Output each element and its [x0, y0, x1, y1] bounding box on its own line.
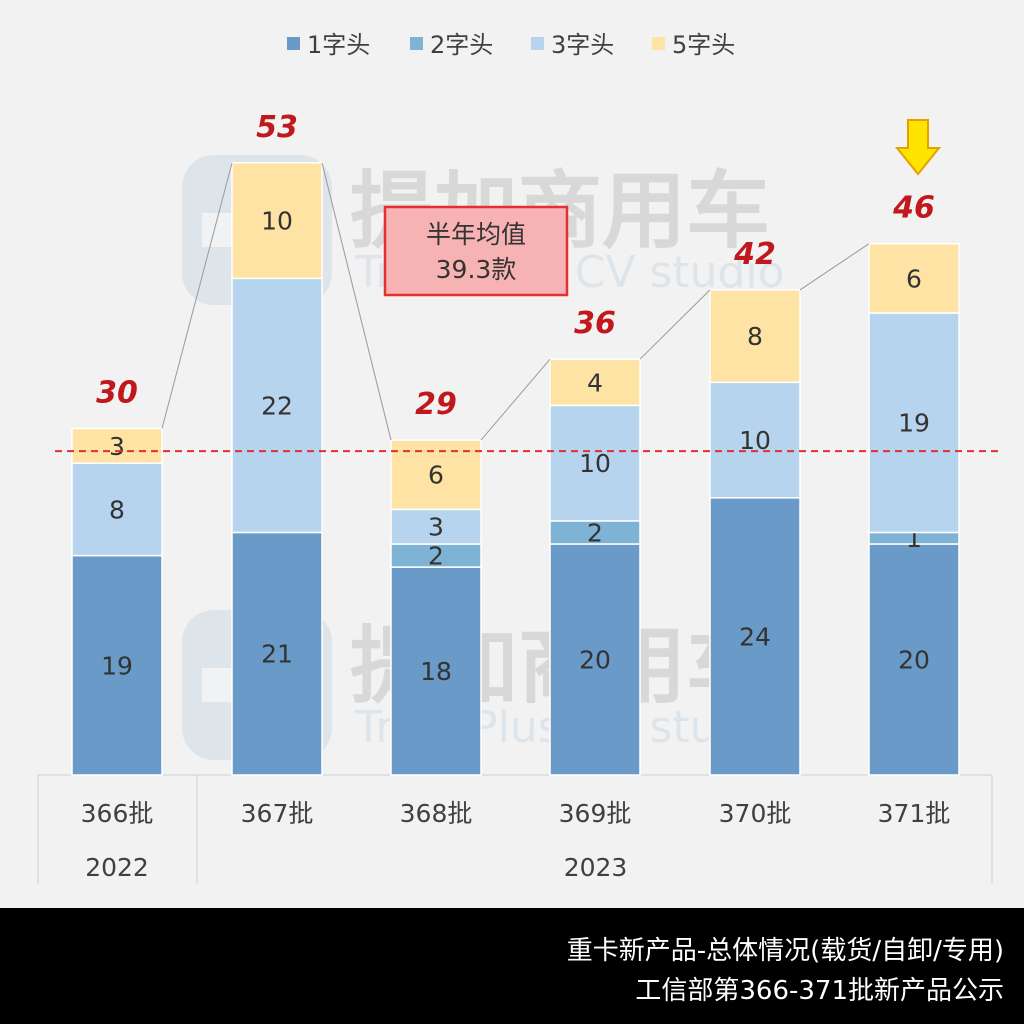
- bar-value-label: 8: [109, 495, 125, 524]
- bar-segment: [709, 381, 801, 499]
- average-box-value: 39.3款: [436, 255, 517, 284]
- x-tick-label: 371批: [878, 799, 951, 828]
- bar-value-label: 18: [420, 657, 452, 686]
- x-tick-label: 366批: [81, 799, 154, 828]
- x-tick-label: 368批: [400, 799, 473, 828]
- x-tick-label: 367批: [241, 799, 314, 828]
- total-connector-line: [639, 289, 711, 360]
- bar-segment: [868, 543, 960, 776]
- total-connector-line: [480, 358, 551, 441]
- bar-segment: [71, 462, 163, 557]
- year-group-label: 2023: [564, 853, 628, 882]
- bar-segment: [71, 427, 163, 464]
- bar-value-label: 19: [101, 651, 133, 680]
- total-label: 42: [733, 237, 776, 272]
- legend-label: 1字头: [307, 31, 370, 59]
- legend-swatch: [652, 37, 665, 50]
- bar-value-label: 10: [261, 207, 293, 236]
- bar-segment: [231, 162, 323, 280]
- stacked-bar-chart: 提加商用车TruckPlus CV studio提加商用车TruckPlus C…: [37, 31, 1000, 884]
- footer-title: 重卡新产品-总体情况(载货/自卸/专用): [566, 936, 1004, 966]
- bar-segment: [549, 358, 641, 407]
- bar-value-label: 6: [428, 461, 444, 490]
- average-box-title: 半年均值: [426, 220, 526, 249]
- total-connector-line: [799, 243, 870, 291]
- x-tick-label: 369批: [559, 799, 632, 828]
- legend-label: 5字头: [672, 31, 735, 59]
- bar-segment: [390, 566, 482, 776]
- bar-value-label: 4: [587, 368, 603, 397]
- total-connectors: [161, 162, 870, 441]
- bar-value-label: 20: [898, 646, 930, 675]
- legend-swatch: [287, 37, 300, 50]
- x-tick-label: 370批: [719, 799, 792, 828]
- legend-label: 2字头: [430, 31, 493, 59]
- total-label: 53: [256, 110, 298, 145]
- bar-value-label: 19: [898, 409, 930, 438]
- legend-swatch: [531, 37, 544, 50]
- total-label: 30: [96, 376, 138, 411]
- legend-label: 3字头: [551, 31, 614, 59]
- total-label: 36: [574, 306, 616, 341]
- bar-value-label: 20: [579, 646, 611, 675]
- footer-caption: 重卡新产品-总体情况(载货/自卸/专用) 工信部第366-371批新产品公示: [0, 908, 1024, 1024]
- bar-value-label: 10: [579, 449, 611, 478]
- year-group-label: 2022: [85, 853, 149, 882]
- bar-segment: [390, 508, 482, 545]
- bar-value-label: 8: [747, 322, 763, 351]
- total-connector-line: [321, 162, 392, 441]
- bar-value-label: 2: [428, 542, 444, 571]
- bar-value-label: 3: [109, 432, 125, 461]
- legend: 1字头 2字头 3字头 5字头: [287, 31, 735, 59]
- bar-segment: [549, 543, 641, 776]
- bar-segment: [549, 404, 641, 522]
- bar-segment: [231, 531, 323, 776]
- down-arrow-icon: [894, 119, 942, 176]
- legend-swatch: [410, 37, 423, 50]
- bar-value-label: 3: [428, 513, 444, 542]
- bar-segment: [231, 277, 323, 534]
- average-line-group: 半年均值 39.3款: [55, 205, 1000, 453]
- total-label: 29: [415, 387, 457, 422]
- bar-value-label: 24: [739, 622, 771, 651]
- average-box: [383, 205, 569, 297]
- footer-subtitle: 工信部第366-371批新产品公示: [635, 976, 1004, 1006]
- category-axis: 366批 367批 368批 369批 370批 371批 2022 2023: [37, 774, 993, 884]
- bar-segment: [71, 554, 163, 776]
- bar-segment: [868, 312, 960, 534]
- bar-segment: [868, 242, 960, 314]
- total-connector-line: [161, 162, 233, 429]
- bar-segment: [709, 289, 801, 384]
- bar-value-label: 22: [261, 391, 293, 420]
- bar-value-label: 21: [261, 640, 293, 669]
- bar-value-label: 2: [587, 518, 603, 547]
- bar-value-label: 6: [906, 264, 922, 293]
- bar-segment: [709, 497, 801, 776]
- total-label: 46: [892, 191, 935, 226]
